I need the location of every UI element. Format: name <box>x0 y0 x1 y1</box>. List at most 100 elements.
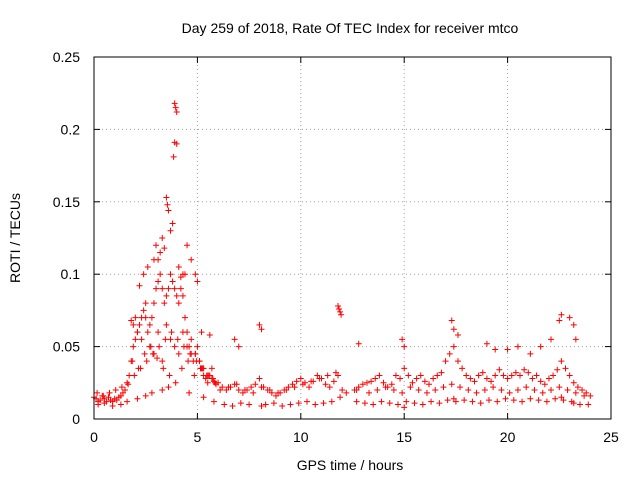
data-point <box>206 332 213 339</box>
data-point <box>506 389 513 396</box>
data-point <box>510 397 517 404</box>
data-point <box>403 398 410 405</box>
data-point <box>527 350 534 357</box>
data-point <box>442 358 449 365</box>
x-axis-title: GPS time / hours <box>297 457 404 473</box>
data-point <box>136 282 143 289</box>
data-point <box>211 379 218 386</box>
data-point <box>504 375 511 382</box>
data-point <box>308 378 315 385</box>
data-point <box>386 400 393 407</box>
data-point <box>434 372 441 379</box>
data-point <box>454 332 461 339</box>
data-point <box>165 285 172 292</box>
data-point <box>295 400 302 407</box>
data-point <box>159 235 166 241</box>
data-point <box>413 375 420 382</box>
data-point <box>166 372 173 379</box>
data-point <box>374 387 381 394</box>
data-point <box>475 372 482 379</box>
data-point <box>519 398 526 405</box>
data-point <box>148 389 155 396</box>
data-point <box>572 389 579 396</box>
data-point <box>550 372 557 379</box>
data-point <box>535 397 542 404</box>
data-point <box>171 100 178 107</box>
data-point <box>332 369 339 376</box>
y-tick-label: 0 <box>72 411 80 427</box>
y-tick-label: 0.1 <box>61 266 81 282</box>
data-point <box>172 104 179 111</box>
data-point <box>436 400 443 407</box>
data-point <box>541 381 548 388</box>
data-point <box>378 398 385 405</box>
data-point <box>339 387 346 394</box>
data-points <box>91 100 594 411</box>
data-point <box>126 372 133 379</box>
data-point <box>366 389 373 396</box>
data-point <box>498 387 505 394</box>
data-point <box>452 398 459 405</box>
data-point <box>359 381 366 388</box>
data-point <box>191 372 198 379</box>
data-point <box>134 329 141 336</box>
data-point <box>494 398 501 405</box>
data-point <box>423 389 430 396</box>
data-point <box>136 321 143 328</box>
data-point <box>162 336 169 343</box>
data-point <box>554 366 561 373</box>
data-point <box>161 245 168 252</box>
data-point <box>514 343 521 350</box>
data-point <box>316 375 323 382</box>
data-point <box>194 343 201 350</box>
data-point <box>159 358 166 365</box>
data-point <box>184 343 191 350</box>
data-point <box>209 375 216 382</box>
data-point <box>233 381 240 388</box>
data-point <box>97 397 104 404</box>
data-point <box>527 395 534 402</box>
data-point <box>576 401 583 408</box>
data-point <box>562 365 569 372</box>
y-axis-title: ROTI / TECUs <box>7 193 23 283</box>
data-point <box>258 384 265 391</box>
data-point <box>587 392 594 399</box>
data-point <box>485 397 492 404</box>
data-point <box>490 384 497 391</box>
data-point <box>483 375 490 382</box>
data-point <box>459 365 466 372</box>
data-point <box>117 401 124 408</box>
data-point <box>258 326 265 333</box>
data-point <box>210 398 217 405</box>
data-point <box>163 194 170 201</box>
x-tick-label: 5 <box>194 429 202 445</box>
data-point <box>94 389 101 396</box>
data-point <box>168 329 175 336</box>
data-point <box>330 378 337 385</box>
data-point <box>279 402 286 409</box>
data-point <box>512 369 519 376</box>
data-point <box>397 375 404 382</box>
data-point <box>533 372 540 379</box>
data-point <box>179 292 186 299</box>
data-point <box>585 401 592 408</box>
data-point <box>502 395 509 402</box>
data-point <box>153 285 160 292</box>
data-point <box>156 343 163 350</box>
data-point <box>570 379 577 386</box>
data-point <box>118 384 125 391</box>
data-point <box>372 375 379 382</box>
data-point <box>558 311 565 318</box>
data-point <box>337 394 344 401</box>
data-point <box>147 343 154 350</box>
data-point <box>187 350 194 357</box>
data-point <box>411 400 418 407</box>
data-point <box>160 365 167 372</box>
data-point <box>129 358 136 365</box>
data-point <box>185 358 192 365</box>
data-point <box>370 401 377 408</box>
plot-frame <box>93 56 612 420</box>
data-point <box>177 274 184 281</box>
data-point <box>496 366 503 373</box>
data-point <box>179 329 186 336</box>
